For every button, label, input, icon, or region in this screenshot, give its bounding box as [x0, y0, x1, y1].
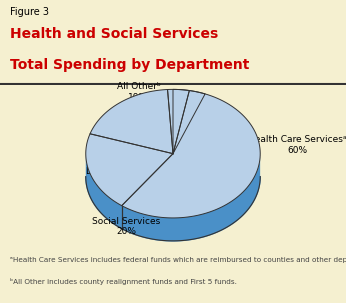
Text: Developmental
Services
3%: Developmental Services 3% [85, 167, 154, 197]
Text: ᵇAll Other includes county realignment funds and First 5 funds.: ᵇAll Other includes county realignment f… [10, 278, 237, 285]
Text: All Otherᵇ
19%: All Otherᵇ 19% [117, 82, 161, 102]
Polygon shape [122, 157, 260, 241]
Text: ᵃHealth Care Services includes federal funds which are reimbursed to counties an: ᵃHealth Care Services includes federal f… [10, 257, 346, 263]
Text: Health and Social Services: Health and Social Services [10, 27, 219, 41]
Polygon shape [86, 134, 173, 206]
Text: Total Spending by Department: Total Spending by Department [10, 58, 250, 72]
Polygon shape [167, 89, 189, 154]
Text: Social Services
20%: Social Services 20% [92, 217, 161, 237]
Text: Health Care Servicesᵃ
60%: Health Care Servicesᵃ 60% [248, 135, 346, 155]
Text: Mental Health
4%: Mental Health 4% [92, 147, 156, 167]
Polygon shape [122, 89, 260, 218]
Polygon shape [90, 89, 173, 154]
Polygon shape [173, 91, 205, 154]
Polygon shape [86, 177, 260, 241]
Text: Figure 3: Figure 3 [10, 7, 49, 17]
Polygon shape [86, 155, 122, 229]
